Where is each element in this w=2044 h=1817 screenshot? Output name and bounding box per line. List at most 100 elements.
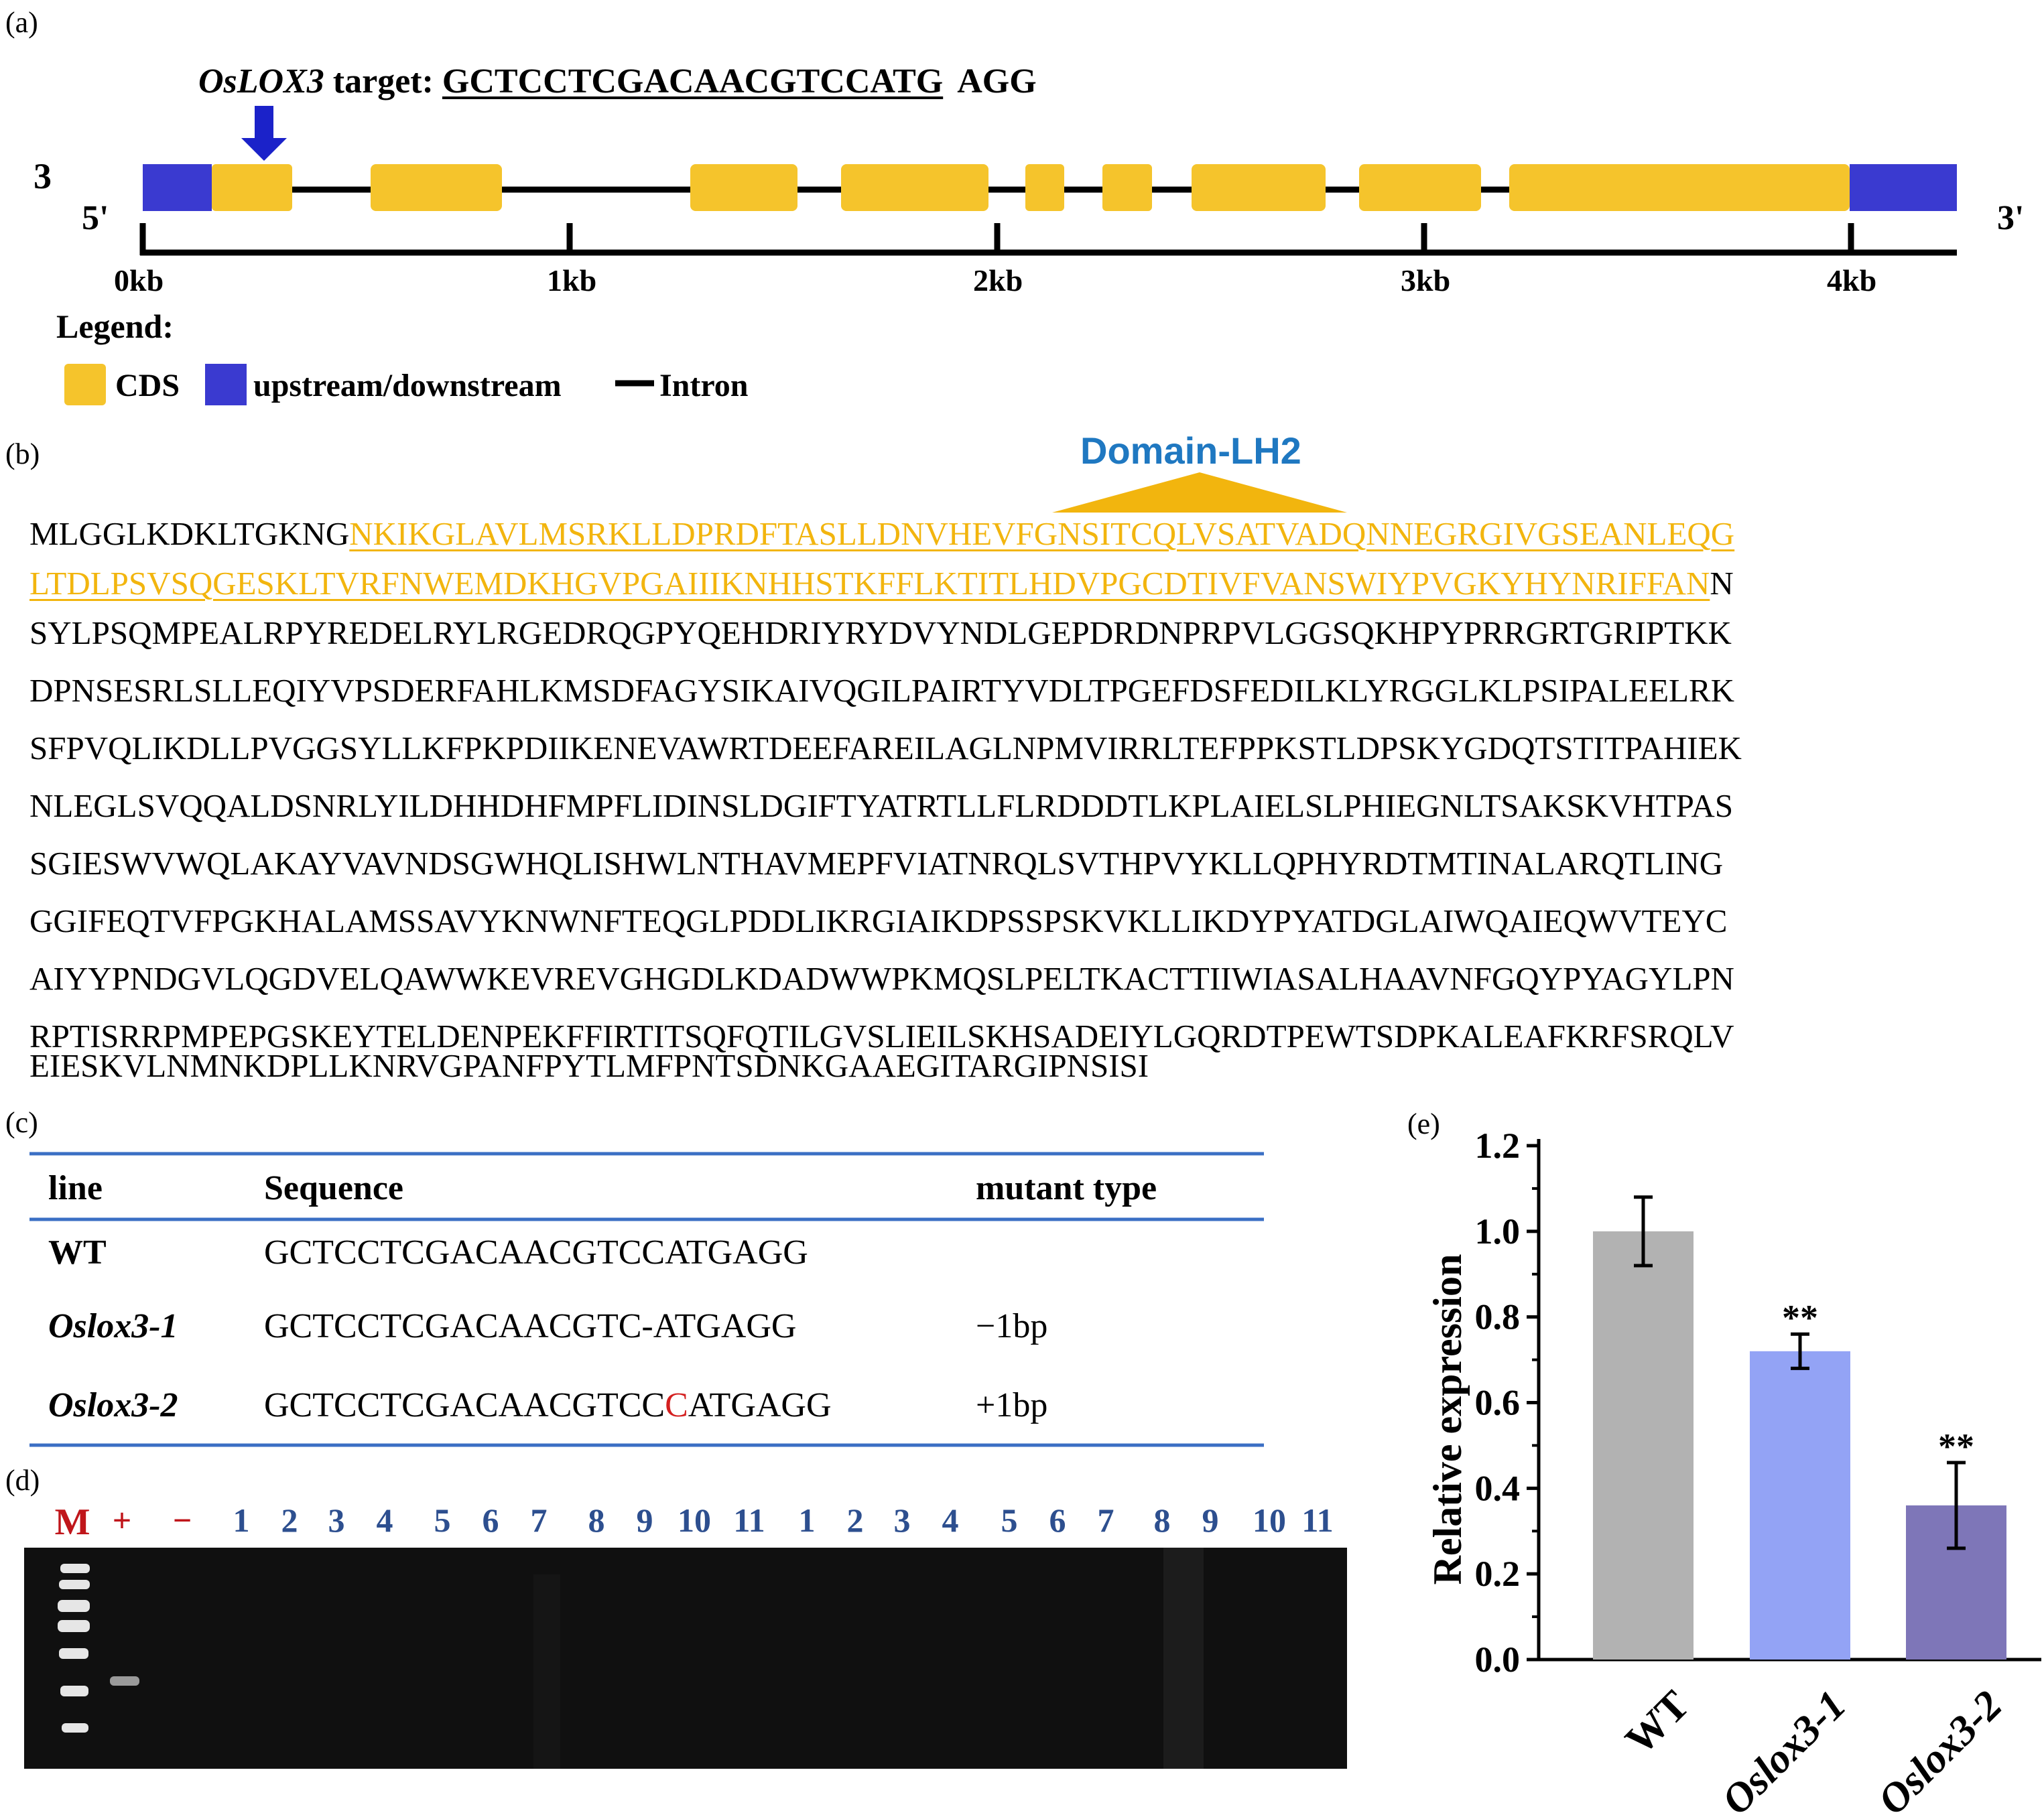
three-prime-label: 3' — [1997, 199, 2025, 237]
row-2-line: Oslox3-1 — [48, 1307, 178, 1345]
panel-e-label: (e) — [1407, 1107, 1440, 1140]
lane-label-13: 2 — [846, 1501, 864, 1539]
lane-label-5: 5 — [434, 1501, 451, 1539]
lane-label-2: 2 — [281, 1501, 298, 1539]
legend-updown-label: upstream/downstream — [253, 368, 562, 403]
downstream-utr — [1850, 164, 1957, 211]
row-2-type: −1bp — [976, 1307, 1048, 1345]
lane-negative: − — [172, 1501, 192, 1539]
scale-label-3: 3kb — [1401, 263, 1451, 297]
row-3-type: +1bp — [976, 1386, 1048, 1424]
y-tick-label: 1.2 — [1475, 1126, 1521, 1166]
lane-positive: + — [112, 1501, 132, 1539]
lane-label-4: 4 — [376, 1501, 393, 1539]
lane-label-15: 4 — [942, 1501, 959, 1539]
exon-1 — [212, 164, 292, 211]
scale-label-2: 2kb — [973, 263, 1023, 297]
lane-label-8: 8 — [588, 1501, 605, 1539]
seq-line-2-domain: LTDLPSVSQGESKLTVRFNWEMDKHGVPGAIIIKNHHSTK… — [29, 565, 1710, 602]
exon-6 — [1102, 164, 1152, 211]
lane-label-16: 5 — [1001, 1501, 1018, 1539]
gel-bands — [24, 1548, 1347, 1769]
seq-line-2-plain: N — [1710, 565, 1734, 602]
y-tick-label: 0.8 — [1475, 1297, 1521, 1337]
sequence-line-5: SFPVQLIKDLLPVGGSYLLKFPKPDIIKENEVAWRTDEEF… — [29, 730, 1742, 766]
domain-marker-icon — [1052, 472, 1347, 513]
row-3-insertion: C — [665, 1386, 688, 1424]
legend-intron-label: Intron — [659, 368, 749, 403]
sequence-line-11: EIESKVLNMNKDPLLKNRVGPANFPYTLMFPNTSDNKGAA… — [29, 1047, 1149, 1084]
target-word: target: — [324, 62, 442, 100]
lane-marker: M — [54, 1501, 90, 1543]
significance-mark: ** — [1782, 1298, 1818, 1338]
significance-mark: ** — [1938, 1426, 1974, 1467]
sequence-line-4: DPNSESRLSLLEQIYVPSDERFAHLKMSDFAGYSIKAIVQ… — [29, 672, 1735, 709]
sequence-line-10: RPTISRRPMPEPGSKEYTELDENPEKFFIRTITSQFQTIL… — [29, 1018, 1734, 1055]
header-line: line — [48, 1169, 103, 1207]
y-tick-label: 0.2 — [1475, 1554, 1521, 1594]
lane-label-12: 1 — [798, 1501, 816, 1539]
legend-title: Legend: — [56, 308, 174, 345]
lane-label-6: 6 — [482, 1501, 499, 1539]
lane-label-17: 6 — [1049, 1501, 1066, 1539]
x-tick-label: WT — [1617, 1682, 1698, 1763]
scale-label-4: 4kb — [1827, 263, 1877, 297]
gel-image — [24, 1548, 1347, 1769]
lane-label-20: 9 — [1202, 1501, 1219, 1539]
lane-label-3: 3 — [328, 1501, 345, 1539]
positive-control-band — [110, 1676, 139, 1686]
cds-exons — [212, 164, 1850, 211]
side-number: 3 — [34, 156, 52, 196]
row-3-line: Oslox3-2 — [48, 1386, 178, 1424]
exon-2 — [371, 164, 502, 211]
lane-label-19: 8 — [1153, 1501, 1171, 1539]
bar-Oslox3-1 — [1750, 1351, 1850, 1660]
mutation-table-rules — [29, 1152, 1264, 1447]
row-3-seq-a: GCTCCTCGACAACGTCC — [264, 1386, 665, 1424]
five-prime-label: 5' — [82, 199, 109, 237]
upstream-utr — [143, 164, 212, 211]
legend-updown-swatch — [205, 364, 247, 405]
legend-cds-label: CDS — [115, 368, 180, 403]
row-1-line: WT — [48, 1233, 107, 1272]
exon-8 — [1359, 164, 1481, 211]
row-3-sequence: GCTCCTCGACAACGTCCCATGAGG — [264, 1386, 832, 1425]
lane-label-18: 7 — [1097, 1501, 1114, 1539]
lane-label-10: 10 — [678, 1501, 711, 1539]
exon-7 — [1192, 164, 1326, 211]
gene-structure-diagram — [64, 106, 1957, 405]
target-arrow-icon — [241, 106, 287, 161]
seq-line-1-domain: NKIKGLAVLMSRKLLDPRDFTASLLDNVHEVFGNSITCQL… — [349, 515, 1735, 552]
target-annotation: OsLOX3 target: GCTCCTCGACAACGTCCATG AGG — [198, 62, 1037, 101]
relative-expression-chart: 0.0 0.2 0.4 0.6 0.8 1.0 1.2 Relative expression… — [1425, 1126, 2041, 1817]
row-3-seq-b: ATGAGG — [688, 1386, 832, 1424]
exon-5 — [1025, 164, 1064, 211]
target-sequence: GCTCCTCGACAACGTCCATG — [442, 62, 944, 100]
exon-4 — [841, 164, 988, 211]
y-tick-label: 0.4 — [1475, 1468, 1521, 1508]
ladder-bands — [58, 1564, 90, 1733]
exon-9 — [1509, 164, 1850, 211]
row-2-seq-text: GCTCCTCGACAACGTC-ATGAGG — [264, 1307, 797, 1345]
header-sequence: Sequence — [264, 1169, 403, 1207]
target-gene-name: OsLOX3 — [198, 62, 324, 100]
seq-line-1-plain: MLGGLKDKLTGKNG — [29, 515, 350, 552]
lane-label-7: 7 — [530, 1501, 548, 1539]
lane-label-22: 11 — [1301, 1501, 1334, 1539]
row-1-sequence: GCTCCTCGACAACGTCCATGAGG — [264, 1233, 808, 1272]
y-axis-label: Relative expression — [1425, 1254, 1470, 1585]
y-tick-label: 0.6 — [1475, 1383, 1521, 1423]
scale-label-1: 1kb — [547, 263, 597, 297]
row-2-sequence: GCTCCTCGACAACGTC-ATGAGG — [264, 1306, 796, 1346]
lane-label-9: 9 — [636, 1501, 653, 1539]
sequence-line-6: NLEGLSVQQALDSNRLYILDHHDHFMPFLIDINSLDGIFT… — [29, 787, 1734, 824]
panel-c-label: (c) — [5, 1106, 38, 1139]
lane-label-1: 1 — [233, 1501, 250, 1539]
lane-label-11: 11 — [733, 1501, 765, 1539]
sequence-line-2: LTDLPSVSQGESKLTVRFNWEMDKHGVPGAIIIKNHHSTK… — [29, 564, 1734, 602]
y-tick-label: 0.0 — [1475, 1639, 1521, 1680]
header-mutant-type: mutant type — [976, 1169, 1157, 1207]
sequence-line-1: MLGGLKDKLTGKNGNKIKGLAVLMSRKLLDPRDFTASLLD… — [29, 515, 1734, 553]
scale-label-0: 0kb — [114, 263, 164, 297]
lane-label-14: 3 — [893, 1501, 911, 1539]
